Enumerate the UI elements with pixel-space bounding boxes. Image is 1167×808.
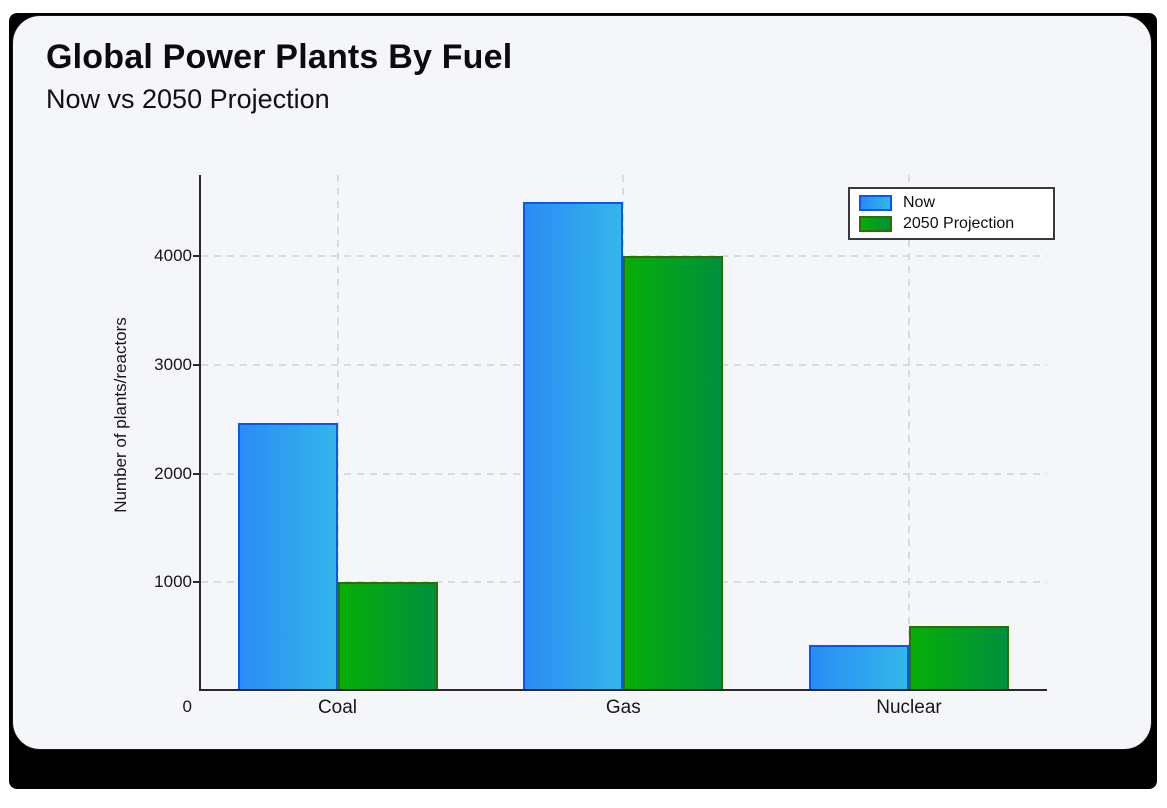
bar-gas-2050 bbox=[623, 256, 724, 691]
legend-item-now: Now bbox=[859, 194, 1044, 212]
gridline-v-nuclear bbox=[908, 175, 910, 690]
bar-coal-2050 bbox=[337, 582, 438, 691]
legend-label-2050: 2050 Projection bbox=[903, 215, 1015, 232]
bar-gas-now bbox=[523, 202, 624, 691]
ytick-mark-3000 bbox=[193, 364, 200, 367]
y-axis-title: Number of plants/reactors bbox=[111, 317, 130, 513]
y-axis-spine bbox=[199, 175, 201, 691]
xtick-label-coal: Coal bbox=[317, 697, 358, 718]
gridline-v-coal bbox=[336, 175, 339, 690]
xtick-label-nuclear: Nuclear bbox=[876, 697, 942, 718]
ytick-label-2000: 2000 bbox=[154, 463, 192, 483]
bar-nuclear-2050 bbox=[909, 625, 1009, 691]
ytick-label-1000: 1000 bbox=[154, 572, 192, 592]
chart-subtitle: Now vs 2050 Projection bbox=[46, 84, 330, 114]
xtick-label-gas: Gas bbox=[605, 697, 641, 718]
legend-label-now: Now bbox=[903, 194, 936, 211]
legend: Now 2050 Projection bbox=[848, 187, 1055, 240]
ytick-mark-2000 bbox=[193, 472, 200, 475]
ytick-mark-1000 bbox=[193, 581, 200, 584]
bar-coal-now bbox=[237, 422, 338, 691]
legend-swatch-2050 bbox=[859, 216, 892, 232]
ytick-label-0: 0 bbox=[182, 697, 192, 716]
ytick-label-4000: 4000 bbox=[154, 246, 192, 266]
bar-nuclear-now bbox=[809, 645, 909, 691]
legend-swatch-now bbox=[859, 195, 892, 211]
legend-item-2050: 2050 Projection bbox=[859, 215, 1044, 233]
chart-title: Global Power Plants By Fuel bbox=[46, 38, 513, 76]
ytick-mark-4000 bbox=[193, 255, 200, 258]
x-axis-spine bbox=[199, 689, 1047, 691]
ytick-label-3000: 3000 bbox=[154, 355, 192, 375]
